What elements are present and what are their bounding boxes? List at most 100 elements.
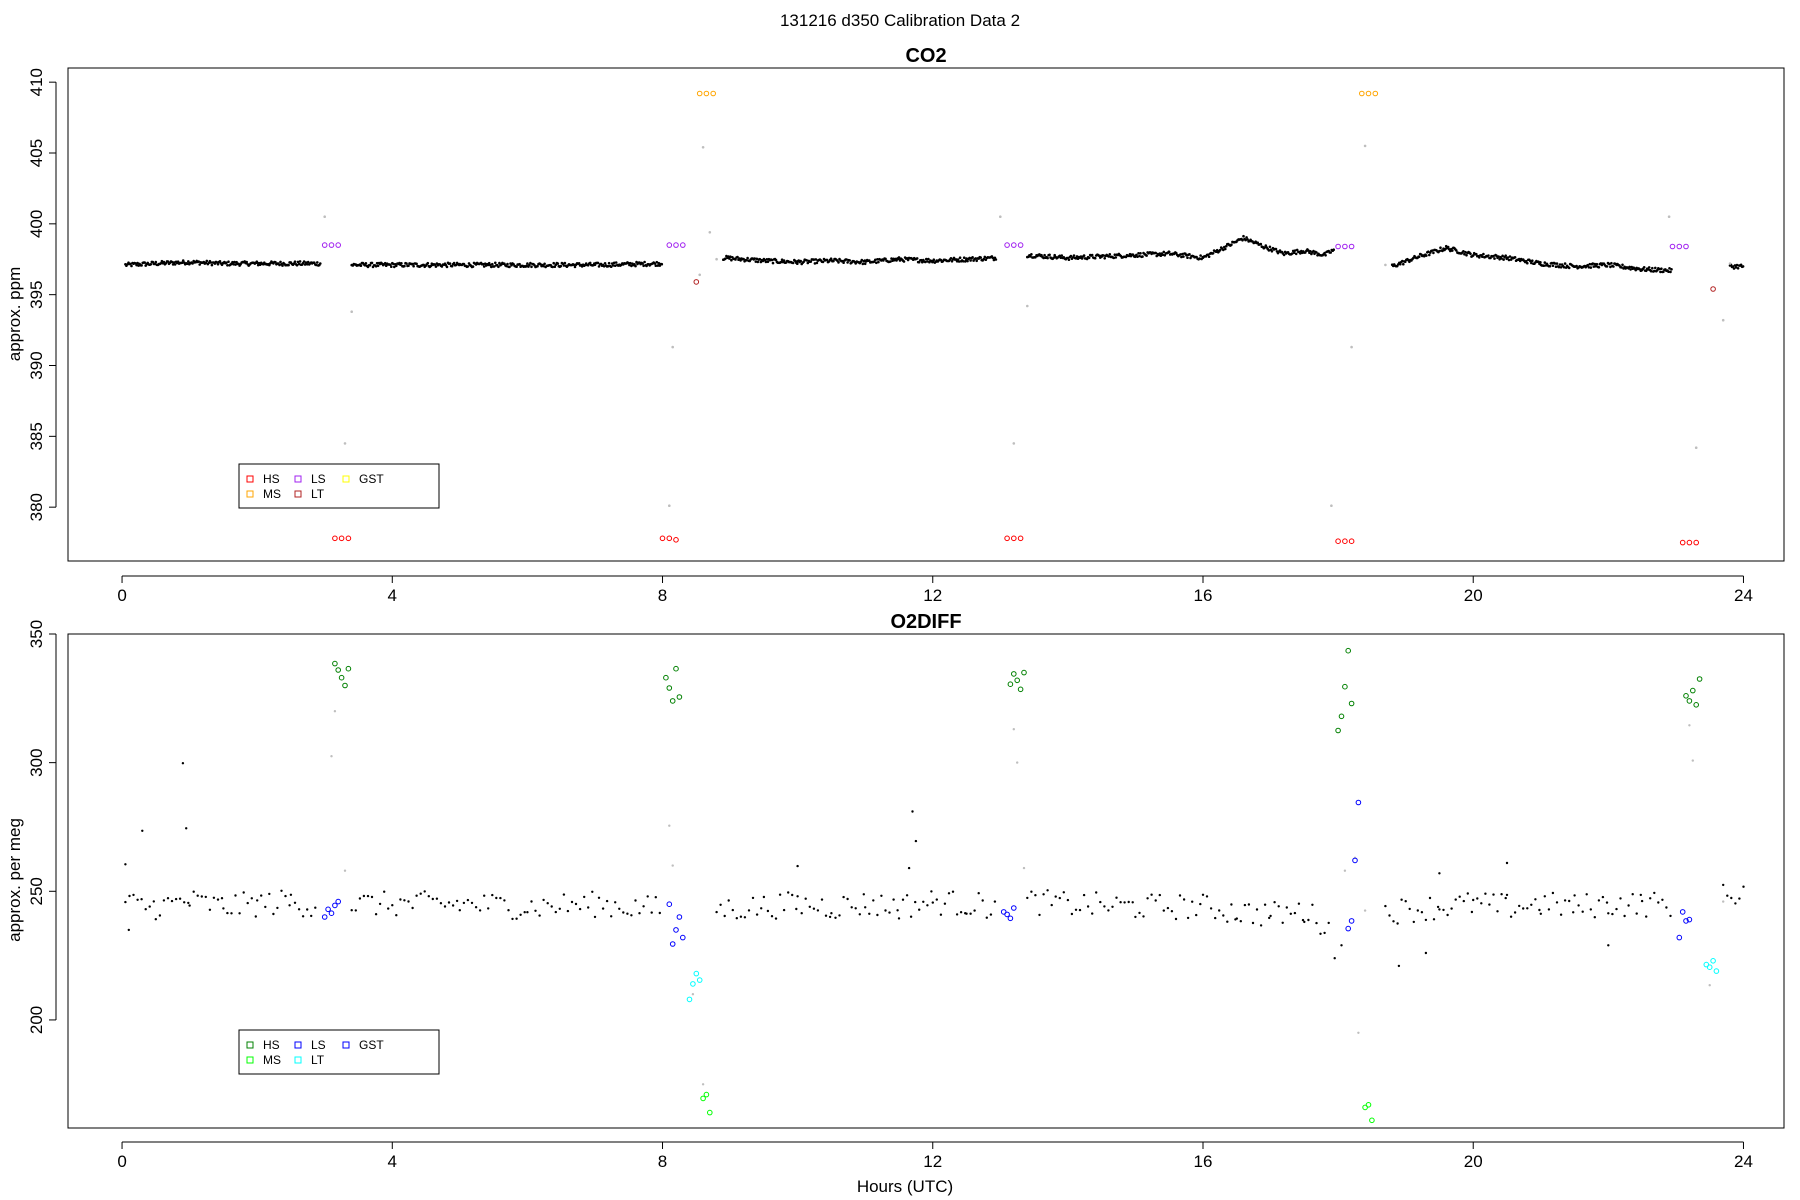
co2-data-point (630, 264, 633, 268)
o2diff-data-point (1034, 894, 1037, 897)
o2diff-data-point (220, 897, 224, 900)
co2-data-point-ls (1669, 243, 1676, 250)
co2-data-point (1312, 249, 1315, 253)
co2-data-point (1670, 268, 1673, 271)
co2-data-point (1102, 254, 1105, 257)
co2-data-point (1180, 255, 1183, 259)
co2-data-point (1441, 249, 1444, 253)
o2diff-data-point (739, 915, 743, 918)
o2diff-data-point (330, 755, 333, 758)
co2-data-point (1735, 263, 1739, 267)
co2-data-point (1087, 256, 1091, 260)
co2-data-point (1728, 262, 1732, 265)
co2-data-point (573, 265, 577, 269)
o2diff-data-point (880, 894, 883, 897)
co2-data-point (1653, 269, 1656, 273)
o2diff-data-point (154, 918, 157, 921)
co2-data-point (962, 256, 966, 260)
co2-data-point-hs (338, 535, 345, 542)
o2diff-data-point (230, 912, 233, 915)
o2diff-data-point (943, 902, 947, 905)
co2-data-point (1332, 248, 1335, 251)
o2diff-data-point (587, 906, 590, 909)
o2diff-data-point (578, 907, 582, 911)
co2-data-point (603, 262, 607, 265)
co2-data-point (1463, 253, 1466, 256)
o2diff-data-point (601, 907, 605, 910)
co2-data-point (1567, 266, 1571, 270)
co2-data-point (1432, 251, 1435, 255)
o2diff-data-point (268, 892, 271, 896)
co2-data-point (1644, 269, 1648, 273)
co2-data-point (698, 273, 701, 277)
o2diff-data-point (1115, 896, 1118, 899)
o2diff-data-point (1263, 903, 1267, 906)
o2diff-data-point (439, 902, 443, 905)
o2diff-data-point (850, 906, 853, 909)
co2-data-point (1181, 252, 1184, 256)
co2-legend-box (238, 463, 440, 509)
co2-data-point (1244, 238, 1247, 242)
co2-data-point (173, 263, 177, 266)
co2-data-point (1155, 254, 1158, 258)
o2diff-data-point (1420, 911, 1424, 914)
o2diff-data-point-hs (1021, 669, 1027, 676)
co2-data-point-hs (673, 537, 679, 543)
co2-data-point-ms (1365, 90, 1372, 97)
o2diff-data-point (1363, 909, 1367, 912)
o2diff-data-point (1559, 913, 1563, 916)
o2diff-data-point-hs (1342, 683, 1348, 690)
o2diff-data-point (1645, 915, 1648, 918)
o2diff-data-point (1438, 908, 1441, 911)
co2-data-point (1481, 255, 1484, 258)
co2-data-point (1060, 254, 1064, 257)
o2diff-data-point-hs (1017, 686, 1024, 693)
o2diff-data-point-ls (680, 934, 686, 941)
o2diff-data-point (1500, 893, 1503, 896)
co2-data-point (1500, 257, 1503, 260)
co2-data-point (780, 258, 784, 262)
co2-data-point (296, 260, 300, 264)
co2-data-point (1074, 257, 1078, 260)
o2diff-axes: 0 4 8 12 16 20 24 200 250 300 350 (27, 620, 1753, 1171)
co2-data-point (298, 260, 302, 263)
co2-data-point (949, 257, 953, 260)
co2-data-point (1471, 254, 1475, 257)
o2diff-data-point-ls (1011, 905, 1017, 911)
co2-data-point (1417, 255, 1421, 259)
o2diff-data-point (1708, 984, 1711, 987)
o2diff-data-point (383, 890, 386, 893)
co2-data-point (482, 265, 486, 268)
o2diff-data-point (1127, 900, 1130, 904)
o2diff-data-point (1742, 885, 1745, 888)
o2diff-data-point (1492, 893, 1495, 896)
o2diff-data-point-ls (666, 901, 673, 908)
o2diff-data-point (897, 917, 901, 920)
co2-data-point (1167, 250, 1171, 254)
co2-data-point (1557, 265, 1561, 269)
co2-data-point (671, 345, 674, 349)
o2diff-legend-label-lt: LT (311, 1053, 325, 1067)
o2diff-data-point (136, 898, 139, 901)
o2diff-data-point (1268, 916, 1271, 920)
co2-data-point (958, 256, 962, 260)
o2diff-data-point-lt (1706, 964, 1713, 971)
o2diff-data-point (181, 762, 185, 765)
co2-data-point (1268, 245, 1272, 249)
co2-data-point (895, 259, 898, 262)
o2diff-data-point (1649, 897, 1652, 900)
co2-data-point (1071, 256, 1075, 259)
co2-data-point (715, 257, 718, 261)
o2diff-data-point (1099, 900, 1102, 904)
co2-data-point (343, 442, 347, 445)
co2-data-point (897, 256, 901, 259)
co2-data-point (1498, 258, 1501, 261)
o2diff-data-point (755, 913, 759, 916)
co2-data-point (448, 262, 452, 265)
co2-data-point (1012, 442, 1016, 445)
co2-data-point (1694, 446, 1698, 450)
o2diff-data-point (630, 914, 633, 917)
o2diff-data-point (1601, 895, 1605, 899)
o2diff-data-point (254, 915, 257, 918)
